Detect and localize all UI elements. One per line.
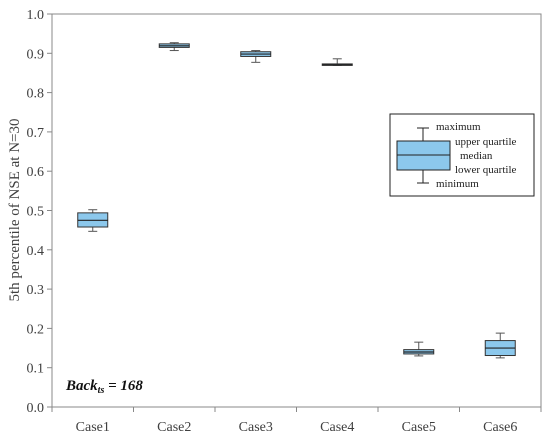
y-tick-label: 1.0 — [27, 8, 45, 23]
box-case5 — [403, 341, 435, 357]
box-case3 — [240, 50, 272, 63]
annotation-suffix: = 168 — [104, 378, 143, 394]
box-case4 — [321, 58, 353, 66]
box-case6 — [484, 332, 516, 359]
annotation-back-ts: Backts = 168 — [65, 378, 143, 396]
y-tick-label: 0.4 — [27, 244, 45, 259]
legend: maximum upper quartile median lower quar… — [389, 113, 535, 197]
legend-label-minimum: minimum — [436, 178, 479, 190]
x-tick-label: Case2 — [157, 420, 191, 435]
y-tick-label: 0.3 — [27, 283, 45, 298]
annotation-main: Back — [65, 378, 98, 394]
x-axis-ticks: Case1 Case2 Case3 Case4 Case5 Case6 — [51, 407, 542, 435]
plot-area — [51, 13, 542, 408]
x-tick-label: Case3 — [239, 420, 273, 435]
y-axis-title: 5th percentile of NSE at N=30 — [7, 119, 23, 302]
legend-label-maximum: maximum — [436, 121, 481, 133]
annotation-subscript: ts — [98, 385, 105, 396]
x-tick-label: Case4 — [320, 420, 354, 435]
box-series — [77, 42, 516, 359]
y-tick-label: 0.9 — [27, 47, 45, 62]
y-tick-label: 0.0 — [27, 401, 45, 416]
y-tick-label: 0.7 — [27, 126, 45, 141]
legend-label-lower-quartile: lower quartile — [455, 164, 517, 176]
y-tick-label: 0.2 — [27, 322, 45, 337]
x-tick-label: Case6 — [483, 420, 517, 435]
box-case1 — [77, 209, 109, 232]
y-tick-label: 0.8 — [27, 87, 45, 102]
x-tick-label: Case1 — [76, 420, 110, 435]
legend-label-median: median — [460, 150, 493, 162]
y-tick-label: 0.5 — [27, 205, 45, 220]
y-tick-label: 0.1 — [27, 362, 45, 377]
y-tick-label: 0.6 — [27, 165, 45, 180]
box-case2 — [158, 42, 190, 52]
x-tick-label: Case5 — [402, 420, 436, 435]
y-axis-ticks: 0.0 0.1 0.2 0.3 0.4 0.5 0.6 0.7 0.8 0.9 1.0 — [27, 8, 52, 416]
legend-label-upper-quartile: upper quartile — [455, 136, 517, 148]
